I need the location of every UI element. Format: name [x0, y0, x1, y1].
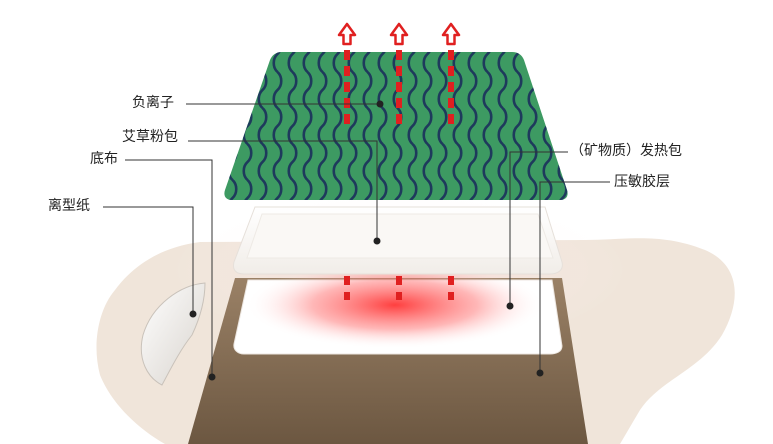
release-paper-curl: [140, 282, 206, 386]
heat-arrows-lower: [344, 276, 454, 300]
label-adhesive-layer: 压敏胶层: [614, 174, 670, 190]
label-mugwort-pack: 艾草粉包: [122, 129, 178, 145]
heat-arrows-top: [344, 50, 454, 128]
up-arrow-icon: [337, 22, 461, 46]
label-release-paper: 离型纸: [48, 198, 90, 214]
leader-lines: [103, 103, 610, 375]
label-heat-pack: （矿物质）发热包: [570, 143, 682, 159]
label-base-fabric: 底布: [90, 151, 118, 167]
label-negative-ion: 负离子: [132, 95, 174, 111]
leader-dots: [189, 100, 544, 381]
